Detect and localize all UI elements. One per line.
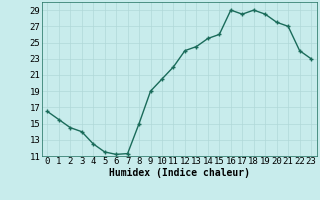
X-axis label: Humidex (Indice chaleur): Humidex (Indice chaleur) (109, 168, 250, 178)
